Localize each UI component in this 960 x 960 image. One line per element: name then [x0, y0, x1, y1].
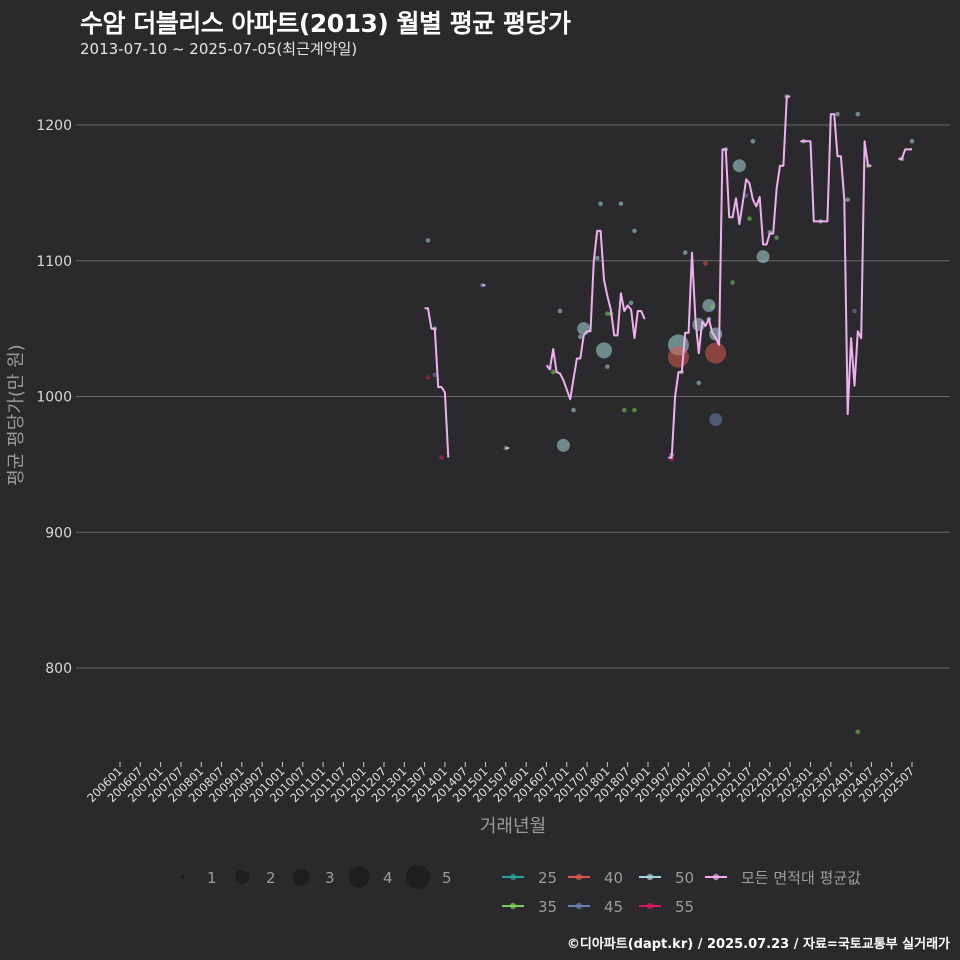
- y-tick-label: 800: [45, 661, 72, 677]
- legend-item-50: 50: [639, 869, 694, 887]
- data-point: [667, 346, 689, 368]
- legend-item-45: 45: [568, 898, 623, 916]
- data-point: [845, 197, 850, 202]
- legend-size-label: 3: [325, 869, 335, 887]
- chart-title: 수암 더블리스 아파트(2013) 월별 평균 평당가: [80, 9, 571, 38]
- data-point: [594, 255, 600, 261]
- footer-credit: ©디아파트(dapt.kr) / 2025.07.23 / 자료=국토교통부 실…: [566, 937, 950, 952]
- y-axis-title: 평균 평당가(만 원): [6, 344, 27, 485]
- legend-size-marker: [348, 866, 370, 888]
- avg-line-segment: [545, 229, 646, 401]
- data-point: [909, 138, 915, 144]
- legend-size-marker: [406, 865, 430, 889]
- legend-size-label: 5: [442, 869, 452, 887]
- y-tick-label: 1100: [36, 254, 72, 270]
- data-point: [550, 369, 556, 375]
- legend-dot-icon: [509, 873, 517, 881]
- scatter-points: [425, 94, 915, 735]
- data-point: [709, 413, 723, 427]
- legend-area-label: 40: [604, 869, 623, 887]
- data-point: [632, 228, 637, 234]
- legend-size-label: 2: [266, 869, 276, 887]
- legend-item-모든 면적대 평균값: 모든 면적대 평균값: [705, 869, 861, 887]
- data-point: [571, 407, 576, 413]
- legend-dot-icon: [575, 873, 583, 881]
- legend-area-label: 25: [538, 869, 557, 887]
- legend-area-label: 55: [675, 898, 694, 916]
- data-point: [622, 407, 627, 413]
- data-point: [730, 280, 735, 285]
- data-point: [578, 334, 583, 340]
- x-axis-title: 거래년월: [480, 816, 546, 837]
- legend-area-label: 50: [675, 869, 694, 887]
- avg-line-segment: [800, 113, 872, 416]
- grid-lines: [76, 124, 950, 669]
- chart-subtitle: 2013-07-10 ~ 2025-07-05(최근계약일): [80, 40, 358, 58]
- legend-size-label: 4: [383, 869, 393, 887]
- data-point: [855, 111, 861, 117]
- data-point: [852, 308, 857, 314]
- legend-item-40: 40: [568, 869, 623, 887]
- data-point: [756, 250, 770, 264]
- legend-dot-icon: [509, 902, 517, 910]
- data-point: [605, 311, 610, 316]
- legend-size-marker: [181, 875, 185, 879]
- y-axis-ticks: 800 900 1000 1100 1200: [36, 118, 72, 677]
- legend-item-35: 35: [502, 898, 557, 916]
- avg-line-segment: [898, 148, 912, 160]
- data-point: [855, 729, 861, 735]
- data-point: [605, 364, 610, 369]
- avg-line-segment: [424, 307, 450, 458]
- y-tick-label: 1000: [36, 390, 72, 406]
- data-point: [577, 322, 591, 336]
- legend-size-marker: [292, 868, 310, 886]
- data-point: [710, 304, 715, 310]
- y-tick-label: 1200: [36, 118, 72, 134]
- data-point: [774, 235, 779, 240]
- data-point: [835, 111, 840, 117]
- y-tick-label: 900: [45, 525, 72, 541]
- legend-item-25: 25: [502, 869, 557, 887]
- average-line: [424, 95, 912, 459]
- data-point: [703, 261, 708, 266]
- avg-line-segment: [668, 95, 791, 459]
- legend-area-label: 모든 면적대 평균값: [741, 869, 861, 887]
- legend-item-55: 55: [639, 898, 694, 916]
- data-point: [556, 438, 570, 452]
- data-point: [598, 201, 603, 207]
- legend-dot-icon: [575, 902, 583, 910]
- data-point: [747, 216, 752, 221]
- data-point: [596, 342, 612, 359]
- legend-area-label: 45: [604, 898, 623, 916]
- data-point: [439, 455, 444, 460]
- data-point: [682, 250, 688, 255]
- legend-size: 1 2 3 4 5: [181, 865, 452, 889]
- data-point: [557, 308, 563, 314]
- data-point: [705, 342, 727, 364]
- data-point: [618, 201, 624, 207]
- data-point: [632, 407, 637, 413]
- data-point: [425, 238, 431, 243]
- data-point: [425, 375, 431, 380]
- data-point: [750, 138, 756, 144]
- data-point: [432, 372, 438, 378]
- data-point: [479, 282, 485, 288]
- data-point: [628, 300, 634, 306]
- x-axis-ticks: 2006012006072007012007072008012008072009…: [84, 762, 917, 805]
- data-point: [743, 193, 749, 198]
- legend-size-marker: [235, 870, 249, 884]
- legend-dot-icon: [712, 873, 720, 881]
- legend-area: 25 40 50 모든 면적대 평균값 35 45 55: [502, 869, 861, 916]
- legend-dot-icon: [646, 902, 654, 910]
- legend-dot-icon: [646, 873, 654, 881]
- data-point: [696, 380, 702, 386]
- data-point: [732, 159, 746, 173]
- legend-size-label: 1: [207, 869, 217, 887]
- legend-area-label: 35: [538, 898, 557, 916]
